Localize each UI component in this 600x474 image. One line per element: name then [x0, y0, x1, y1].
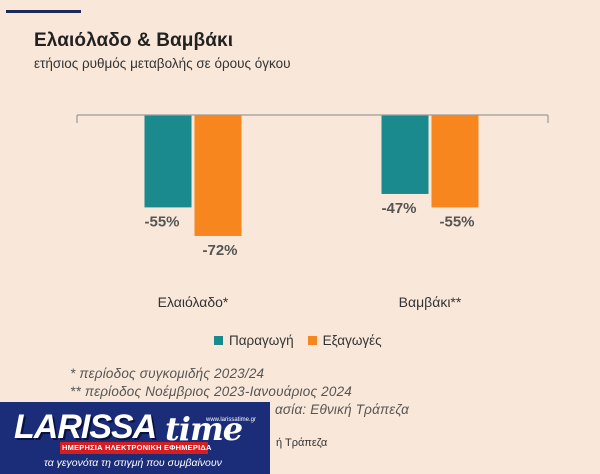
chart-subtitle: ετήσιος ρυθμός μεταβολής σε όρους όγκου: [34, 56, 291, 71]
legend-item-production: Παραγωγή: [214, 333, 294, 348]
logo-red-band: [60, 442, 208, 454]
data-label-0-0: -55%: [144, 213, 179, 230]
data-label-1-0: -47%: [381, 200, 416, 217]
larissatime-logo: LARISSA time www.larissatime.gr ΗΜΕΡΗΣΙΑ…: [0, 402, 270, 474]
chart-legend: Παραγωγή Εξαγωγές: [214, 333, 396, 348]
bar-0-0: [144, 115, 192, 208]
category-label-1: Βαμβάκι**: [399, 294, 462, 310]
data-label-1-1: -55%: [439, 213, 474, 230]
chart-title: Ελαιόλαδο & Βαμβάκι: [34, 30, 234, 51]
logo-url: www.larissatime.gr: [206, 417, 257, 423]
legend-swatch-production: [214, 336, 223, 345]
bar-0-1: [194, 115, 242, 236]
footnote-1: * περίοδος συγκομιδής 2023/24: [70, 366, 265, 381]
top-accent-rule: [6, 10, 81, 13]
source-fragment: ή Τράπεζα: [276, 437, 328, 449]
category-label-0: Ελαιόλαδο*: [158, 294, 229, 310]
legend-label-exports: Εξαγωγές: [322, 333, 382, 348]
logo-wordmark: LARISSA: [14, 408, 157, 446]
logo-band-text: ΗΜΕΡΗΣΙΑ ΗΛΕΚΤΡΟΝΙΚΗ ΕΦΗΜΕΡΙΔΑ: [62, 443, 212, 452]
logo-slogan: τα γεγονότα τη στιγμή που συμβαίνουν: [44, 457, 222, 469]
footnote-2: ** περίοδος Νοέμβριος 2023-Ιανουάριος 20…: [70, 384, 352, 399]
legend-label-production: Παραγωγή: [229, 333, 294, 348]
bar-1-0: [381, 115, 429, 194]
legend-item-exports: Εξαγωγές: [307, 333, 382, 348]
data-label-0-1: -72%: [202, 242, 237, 259]
logo-wordmark-suffix: time: [165, 410, 243, 448]
footnote-source: ασία: Εθνική Τράπεζα: [275, 402, 410, 417]
legend-swatch-exports: [307, 336, 317, 345]
bar-1-1: [431, 115, 479, 208]
